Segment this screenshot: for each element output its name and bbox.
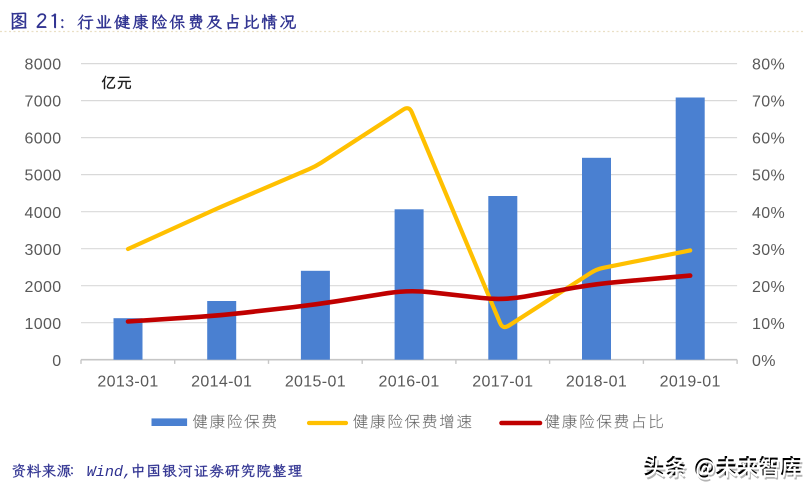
svg-text:2017-01: 2017-01 [472,374,533,391]
svg-text:0: 0 [52,353,61,370]
svg-text:60%: 60% [752,131,785,148]
svg-text:2000: 2000 [25,279,62,296]
svg-text:2018-01: 2018-01 [566,374,627,391]
svg-text:2016-01: 2016-01 [379,374,440,391]
svg-text:30%: 30% [752,242,785,259]
svg-text:10%: 10% [752,316,785,333]
svg-text:8000: 8000 [25,57,62,74]
svg-text:70%: 70% [752,94,785,111]
svg-text:2014-01: 2014-01 [191,374,252,391]
svg-text:1000: 1000 [25,316,62,333]
svg-text:2013-01: 2013-01 [97,374,158,391]
svg-text:Wind,: Wind, [87,463,133,481]
svg-text:7000: 7000 [25,94,62,111]
svg-text:4000: 4000 [25,205,62,222]
svg-text:20%: 20% [752,279,785,296]
svg-text:3000: 3000 [25,242,62,259]
svg-text:6000: 6000 [25,131,62,148]
svg-text:5000: 5000 [25,168,62,185]
svg-text:50%: 50% [752,168,785,185]
svg-text:0%: 0% [752,353,776,370]
svg-text:2015-01: 2015-01 [285,374,346,391]
svg-text:40%: 40% [752,205,785,222]
svg-text:2019-01: 2019-01 [660,374,721,391]
svg-text:80%: 80% [752,57,785,74]
